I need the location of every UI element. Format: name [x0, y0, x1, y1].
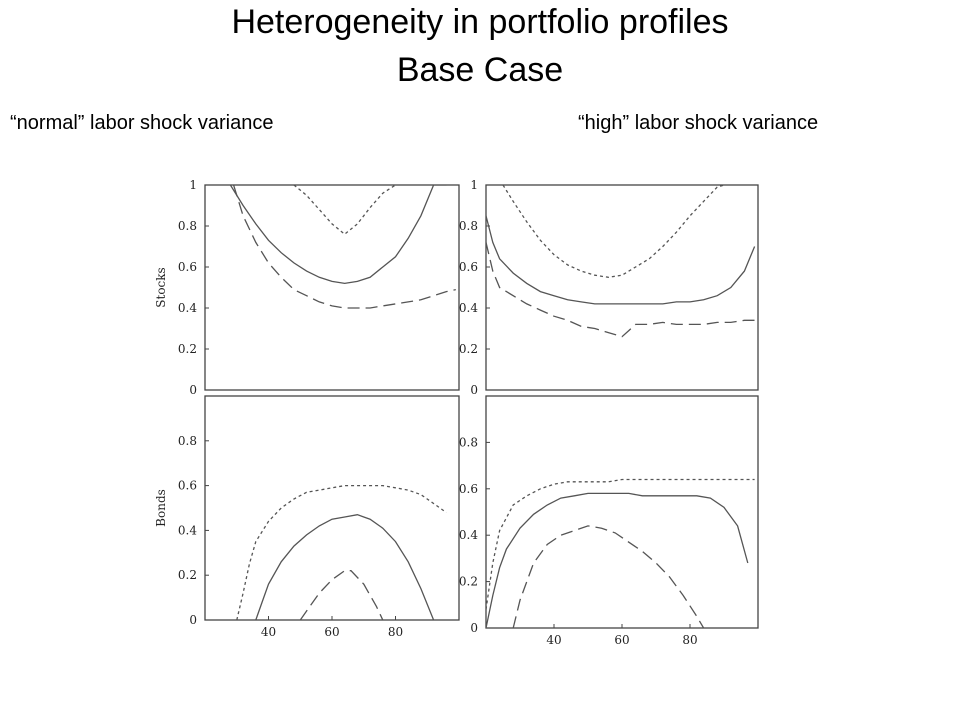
bottom-left-ytick-label-4: 0.8 [178, 434, 197, 448]
top-left-ytick-label-0: 0 [189, 383, 197, 397]
top-left-ytick-label-5: 1 [189, 178, 197, 192]
top-right-ytick-label-0: 0 [470, 383, 478, 397]
chart-title: Heterogeneity in portfolio profiles [231, 3, 729, 41]
bottom-left-ytick-label-2: 0.4 [178, 523, 197, 537]
top-right-series-solid-1 [486, 215, 756, 305]
bottom-left-series-dotted-0 [236, 484, 447, 620]
bottom-right-xtick-label-1: 60 [614, 633, 629, 647]
bottom-left-plot-frame [204, 395, 460, 621]
bottom-right-ytick-label-0: 0 [470, 621, 478, 635]
top-right-ytick-label-5: 1 [470, 178, 478, 192]
top-right-series-dashed-2 [486, 242, 755, 338]
top-left-ylabel: Stocks [154, 267, 168, 307]
top-left-series-dashed-2 [232, 185, 456, 309]
bottom-left-xtick-label-0: 40 [261, 625, 276, 639]
bottom-left-xtick-label-2: 80 [388, 625, 403, 639]
bottom-right-ytick-label-4: 0.8 [459, 435, 478, 449]
top-left-plot-frame [204, 184, 460, 391]
bottom-right-xtick-label-0: 40 [546, 633, 561, 647]
bottom-left-series-dashed-2 [299, 570, 384, 620]
top-right-ytick-label-2: 0.4 [459, 301, 478, 315]
bottom-right-ytick-label-2: 0.4 [459, 528, 478, 542]
top-right-plot-frame [485, 184, 759, 391]
bottom-right-ytick-label-3: 0.6 [459, 482, 478, 496]
top-left-ytick-label-4: 0.8 [178, 219, 197, 233]
chart-subtitle: Base Case [396, 51, 564, 89]
bottom-right-series-solid-1 [486, 492, 749, 628]
left-column-caption: “normal” labor shock variance [10, 112, 274, 134]
bottom-right-ytick-label-1: 0.2 [459, 575, 478, 589]
top-right-ytick-label-3: 0.6 [459, 260, 478, 274]
top-left-series-solid-1 [229, 185, 447, 285]
top-left-ytick-label-2: 0.4 [178, 301, 197, 315]
top-left-ytick-label-1: 0.2 [178, 342, 197, 356]
top-left-series-dotted-0 [293, 185, 396, 236]
bottom-left-ytick-label-0: 0 [189, 613, 197, 627]
bottom-right-series-dashed-2 [512, 525, 705, 628]
top-right-ytick-label-1: 0.2 [459, 342, 478, 356]
bottom-left-ytick-label-3: 0.6 [178, 479, 197, 493]
bottom-left-series-solid-1 [255, 514, 435, 620]
bottom-left-ytick-label-1: 0.2 [178, 568, 197, 582]
right-column-caption: “high” labor shock variance [578, 112, 819, 134]
top-right-ytick-label-4: 0.8 [459, 219, 478, 233]
bottom-left-xtick-label-1: 60 [324, 625, 339, 639]
top-left-ytick-label-3: 0.6 [178, 260, 197, 274]
bottom-right-plot-frame [485, 395, 759, 629]
bottom-right-xtick-label-2: 80 [682, 633, 697, 647]
top-right-series-dotted-0 [502, 185, 725, 278]
bottom-left-ylabel: Bonds [154, 489, 168, 527]
bottom-right-series-dotted-0 [486, 478, 755, 610]
